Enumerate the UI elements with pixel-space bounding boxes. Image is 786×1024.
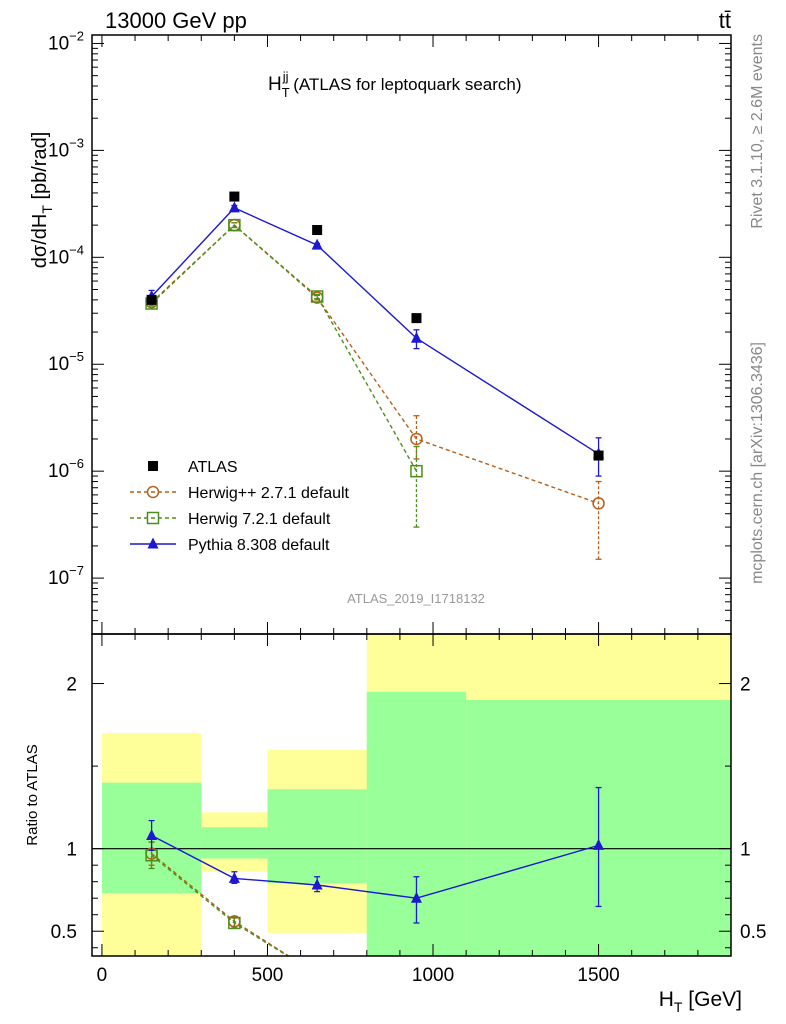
header-energy-label: 13000 GeV pp — [105, 8, 247, 33]
marker-series-1-2 — [310, 290, 324, 303]
x-axis-label-main: H — [659, 988, 674, 1011]
y-tick-label-3: 10−4 — [48, 242, 84, 268]
ratio-tick-label-right-2: 2 — [740, 675, 751, 696]
legend-marker-atlas — [148, 461, 158, 471]
y-tick-label-5: 10−2 — [48, 28, 84, 54]
y-tick-label-1: 10−6 — [48, 456, 84, 482]
main-series-group — [145, 191, 605, 560]
rivet-version-label: Rivet 3.1.10, ≥ 2.6M events — [749, 34, 766, 229]
main-panel — [145, 191, 605, 560]
y-axis-label: dσ/dHT [pb/rad] — [29, 132, 55, 269]
legend: ATLAS Herwig++ 2.7.1 default Herwig 7.2.1 … — [130, 459, 350, 554]
y-tick-label-mantissa: 10 — [48, 354, 69, 375]
x-axis-label: HT [GeV] — [659, 988, 742, 1015]
legend-marker-series-1 — [146, 511, 160, 525]
marker-series-1-1 — [228, 218, 241, 232]
ratio-marker-series-2-3 — [410, 891, 422, 903]
data-point-atlas-0 — [146, 294, 157, 305]
y-tick-label-mantissa: 10 — [48, 461, 69, 482]
ratio-marker-series-1-1 — [228, 916, 241, 930]
y-tick-label-0: 10−7 — [48, 563, 84, 589]
y-tick-label-mantissa: 10 — [48, 247, 69, 268]
ratio-tick-label-left-0: 0.5 — [51, 922, 77, 943]
data-point-atlas-3 — [411, 313, 422, 324]
marker-series-2-1 — [228, 201, 240, 213]
uncertainty-band-green-2 — [267, 789, 367, 884]
marker-series-0-4 — [592, 497, 605, 510]
legend-label-series-1: Herwig 7.2.1 default — [188, 511, 331, 528]
legend-marker-series-2 — [147, 537, 159, 549]
x-axis-label-rest: [GeV] — [682, 988, 742, 1011]
y-tick-label-exponent: −4 — [69, 242, 84, 257]
x-tick-label-2: 1000 — [412, 965, 454, 986]
y-tick-label-mantissa: 10 — [48, 568, 69, 589]
y-tick-label-exponent: −6 — [69, 456, 84, 471]
y-tick-label-exponent: −2 — [69, 28, 84, 43]
line-series-1 — [151, 224, 418, 472]
ratio-axis-label: Ratio to ATLAS — [24, 744, 41, 845]
x-axis-label-sub: T — [674, 999, 683, 1015]
ratio-tick-label-right-0: 0.5 — [740, 922, 766, 943]
header-process-label: tt̄ — [719, 8, 731, 33]
data-point-atlas-4 — [593, 450, 604, 461]
y-tick-label-exponent: −3 — [69, 135, 84, 150]
line-series-2 — [151, 207, 599, 455]
y-tick-label-exponent: −7 — [69, 563, 84, 578]
ratio-frame — [91, 633, 732, 957]
plot-title-sub: T — [282, 85, 290, 100]
ratio-tick-label-left-1: 1 — [66, 840, 77, 861]
data-point-atlas-1 — [229, 191, 240, 202]
marker-series-2-2 — [311, 238, 323, 250]
y-tick-label-2: 10−5 — [48, 349, 84, 375]
x-tick-label-0: 0 — [97, 965, 108, 986]
analysis-id-label: ATLAS_2019_I1718132 — [347, 591, 485, 606]
y-tick-label-4: 10−3 — [48, 135, 84, 161]
y-tick-label-mantissa: 10 — [48, 33, 69, 54]
y-tick-label-exponent: −5 — [69, 349, 84, 364]
marker-series-0-3 — [410, 432, 423, 446]
ratio-panel — [92, 634, 731, 956]
y-axis-label-sub: T — [39, 205, 55, 214]
ratio-marker-series-2-0 — [146, 828, 158, 840]
uncertainty-band-green-1 — [201, 827, 268, 859]
y-axis-label-rest: [pb/rad] — [29, 132, 51, 205]
mcplots-source-label: mcplots.cern.ch [arXiv:1306.3436] — [749, 342, 766, 584]
ratio-tick-label-left-2: 2 — [66, 675, 77, 696]
data-point-atlas-2 — [312, 225, 323, 236]
legend-marker-series-0 — [146, 485, 160, 499]
ratio-line-series-1 — [151, 854, 290, 956]
y-tick-label-mantissa: 10 — [48, 140, 69, 161]
marker-series-2-3 — [410, 331, 422, 343]
plot-title-main: H — [268, 74, 282, 95]
legend-label-atlas: ATLAS — [188, 459, 238, 476]
x-tick-label-3: 1500 — [577, 965, 619, 986]
marker-series-1-3 — [410, 464, 423, 478]
ratio-marker-series-2-4 — [593, 838, 605, 850]
plot-title-sup: jj — [282, 69, 289, 84]
plot-title-rest: (ATLAS for leptoquark search) — [288, 75, 521, 94]
legend-label-series-0: Herwig++ 2.7.1 default — [188, 485, 350, 502]
ratio-marker-series-2-2 — [311, 878, 323, 890]
ratio-marker-series-2-1 — [228, 871, 240, 883]
ratio-series-group — [145, 786, 605, 956]
y-axis-label-main: dσ/dH — [29, 214, 51, 269]
legend-label-series-2: Pythia 8.308 default — [188, 537, 330, 554]
ratio-tick-label-right-1: 1 — [740, 840, 751, 861]
plot-title: HTjj (ATLAS for leptoquark search) — [268, 69, 522, 100]
x-tick-label-1: 500 — [252, 965, 284, 986]
